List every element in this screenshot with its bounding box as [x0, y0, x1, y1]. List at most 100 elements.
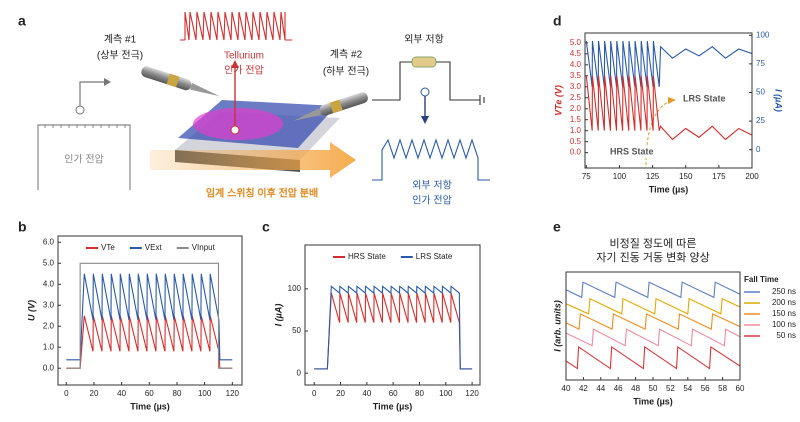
y2-tick-label: 100 [756, 30, 770, 39]
y-tick-label: 3.5 [570, 71, 582, 80]
x-tick-label: 120 [465, 389, 479, 398]
x-tick-label: 42 [579, 384, 588, 393]
chart-title: 비정질 정도에 따른 [609, 237, 696, 250]
diagram: a 인가 전압 계측 #1 (상부 전극) Tellurium 인가 전압 계측… [18, 11, 490, 207]
x-tick-label: 40 [362, 389, 371, 398]
y-axis-label: I (arb. units) [552, 300, 562, 352]
series-line [566, 345, 740, 370]
y-tick-label: 4.0 [43, 279, 55, 288]
pulse-ticks [44, 125, 126, 128]
y2-axis-label: I (µA) [774, 89, 784, 112]
y-tick-label: 5.0 [570, 38, 582, 47]
legend-label: VTe [101, 243, 115, 252]
x-tick-label: 50 [649, 384, 658, 393]
terminal [75, 105, 85, 115]
y-tick-label: 0.0 [43, 363, 55, 372]
annotation: LRS State [683, 93, 726, 103]
series-line [314, 292, 473, 370]
tellurium-label: 인가 전압 [224, 64, 264, 77]
annotation-bg [608, 146, 656, 158]
x-tick-label: 80 [173, 389, 182, 398]
series-line [66, 315, 233, 369]
x-tick-label: 60 [736, 384, 745, 393]
x-tick-label: 120 [226, 389, 240, 398]
input-pulse [37, 124, 131, 190]
output-label: 인가 전압 [412, 194, 452, 207]
y-tick-label: 1.0 [570, 126, 582, 135]
chart-title: 자기 진동 거동 변화 양상 [596, 251, 709, 264]
panel-label: d [553, 13, 562, 29]
plot-frame [57, 235, 243, 386]
terminal [420, 87, 430, 97]
annotation: HRS State [610, 146, 654, 156]
probe1 [141, 66, 220, 97]
y-tick-label: 100 [288, 284, 302, 293]
x-tick-label: 150 [679, 172, 693, 181]
plot-frame [565, 271, 741, 381]
series-line [585, 75, 752, 141]
legend-label: 250 ns [772, 287, 796, 296]
y-tick-label: 0.0 [570, 148, 582, 157]
tellurium-label: Tellurium [224, 51, 264, 62]
x-tick-label: 44 [596, 384, 605, 393]
annotation-arrow [668, 97, 676, 104]
output-label: 외부 저항 [412, 180, 452, 192]
panel-label: c [262, 219, 270, 235]
y-tick-label: 1.5 [570, 115, 582, 124]
legend-label: 150 ns [772, 309, 796, 318]
series-line [566, 281, 740, 299]
y-tick-label: 2.5 [570, 93, 582, 102]
x-tick-label: 58 [718, 384, 727, 393]
probe2 [293, 92, 368, 121]
y-axis-label: I (µA) [273, 304, 283, 327]
y-tick-label: 2.0 [570, 104, 582, 113]
probe2-label: (하부 전극) [323, 65, 369, 78]
legend-label: 100 ns [772, 320, 796, 329]
x-tick-label: 40 [117, 389, 126, 398]
series-line [566, 297, 740, 315]
y-tick-label: 3.0 [43, 300, 55, 309]
y-tick-label: 1.0 [43, 342, 55, 351]
y2-tick-label: 25 [756, 116, 765, 125]
x-tick-label: 80 [415, 389, 424, 398]
probe2-label: 계측 #2 [330, 49, 363, 61]
legend-label: LRS State [416, 252, 453, 261]
probe1-label: 계측 #1 [104, 34, 137, 46]
y2-tick-label: 75 [756, 59, 765, 68]
y2-tick-label: 0 [756, 145, 761, 154]
series-line [566, 313, 740, 331]
circuit [372, 61, 485, 105]
plot-frame [584, 32, 753, 169]
y-tick-label: 3.0 [570, 82, 582, 91]
x-tick-label: 75 [582, 172, 591, 181]
y-tick-label: 0 [297, 368, 302, 377]
y-tick-label: 50 [292, 326, 301, 335]
resistor-label: 외부 저항 [404, 34, 444, 46]
x-tick-label: 54 [683, 384, 692, 393]
resistor [411, 56, 437, 68]
terminal [230, 125, 240, 135]
x-axis-label: Time (µs) [633, 396, 673, 406]
legend-title: Fall Time [744, 275, 779, 284]
series-line [66, 273, 233, 361]
x-tick-label: 100 [439, 389, 453, 398]
legend-label: 50 ns [776, 331, 796, 340]
plot-frame [304, 244, 481, 386]
arrow [421, 116, 429, 124]
y-tick-label: 2.0 [43, 321, 55, 330]
panel-label: e [553, 219, 561, 235]
legend-label: HRS State [348, 252, 386, 261]
y-axis-label: U (V) [26, 300, 36, 321]
y-tick-label: 0.5 [570, 137, 582, 146]
y-axis-label: VTe (V) [553, 85, 563, 116]
wire [79, 81, 104, 106]
filament [193, 108, 283, 140]
y-tick-label: 5.0 [43, 258, 55, 267]
series-line [66, 262, 233, 369]
x-tick-label: 52 [666, 384, 675, 393]
annotation-bg [681, 93, 729, 105]
y-tick-label: 4.0 [570, 60, 582, 69]
tellurium-wave [180, 11, 292, 41]
x-axis-label: Time (µs) [649, 184, 689, 194]
x-tick-label: 0 [64, 389, 69, 398]
